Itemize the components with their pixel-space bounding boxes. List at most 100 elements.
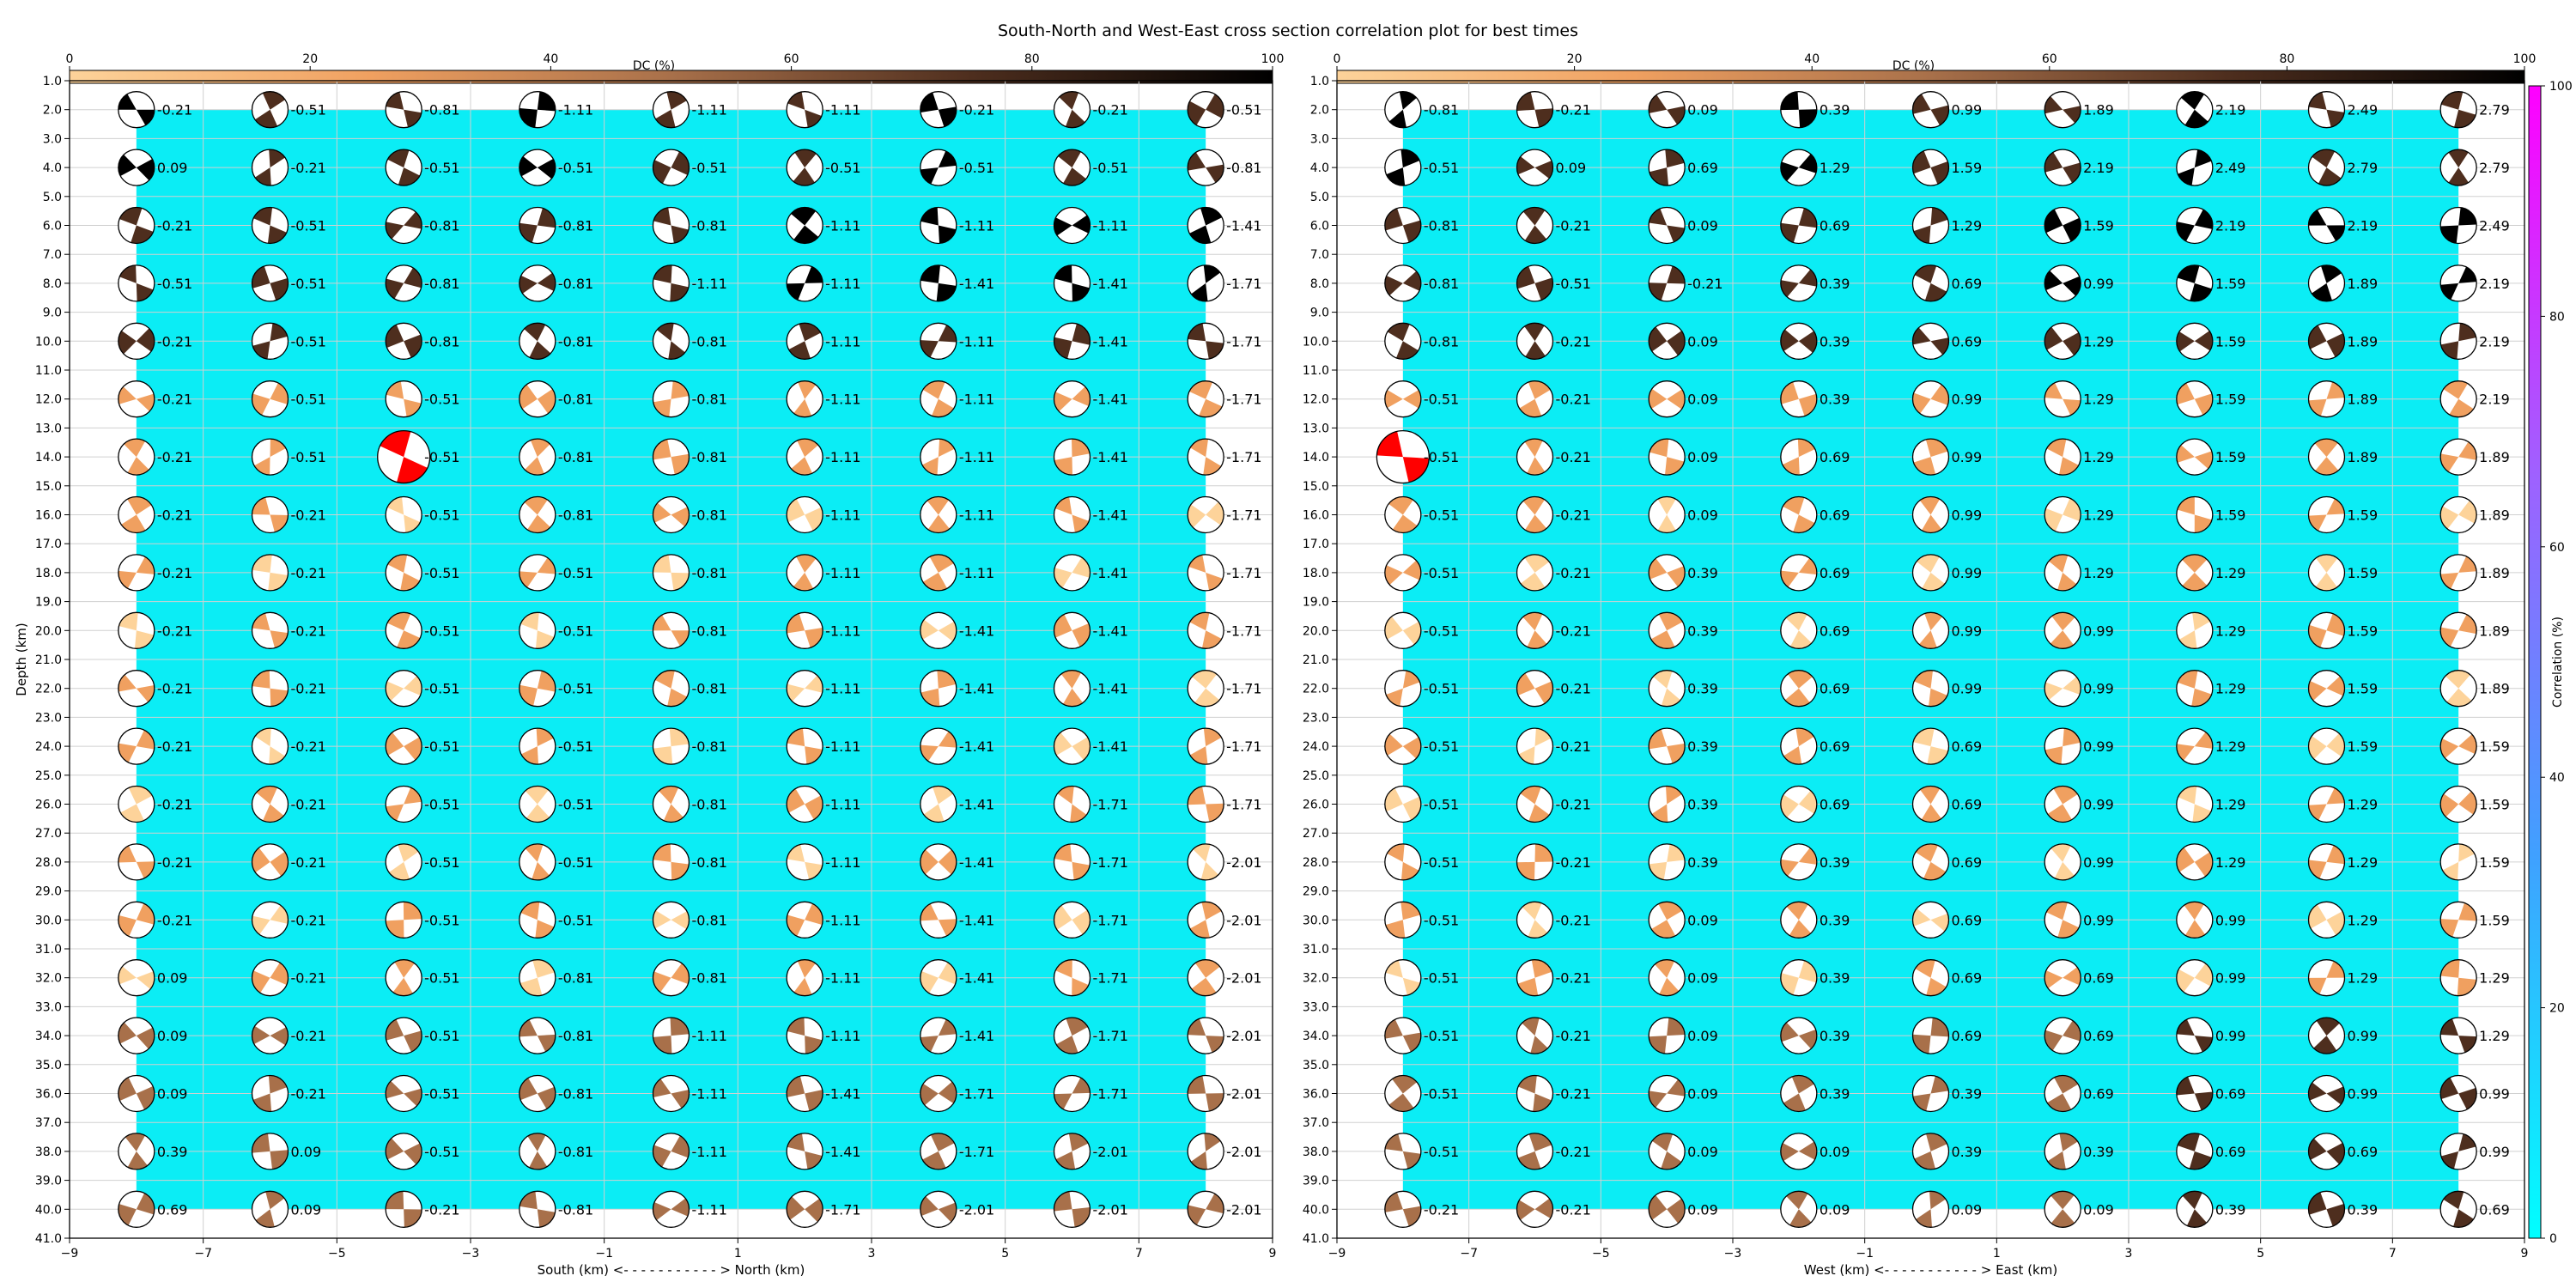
beachball-outline: [1911, 785, 1950, 823]
y-tick-label: 22.0: [35, 683, 62, 696]
beachball-compressional-quadrant: [1386, 688, 1403, 707]
beachball-outline: [385, 1017, 422, 1054]
beachball-compressional-quadrant: [529, 1151, 548, 1170]
beachball-value-label: -1.11: [692, 1201, 727, 1218]
beachball-compressional-quadrant: [519, 571, 538, 588]
beachball: [1780, 264, 1818, 302]
beachball-compressional-quadrant: [524, 323, 546, 342]
beachball-value-label: 1.59: [2479, 912, 2510, 928]
beachball-compressional-quadrant: [1780, 329, 1799, 352]
beachball-value-label: -0.21: [291, 681, 326, 697]
beachball-compressional-quadrant: [524, 496, 548, 515]
beachball-compressional-quadrant: [1388, 1093, 1414, 1112]
beachball: [2176, 206, 2214, 245]
beachball-outline: [786, 495, 823, 534]
beachball-outline: [2307, 438, 2346, 476]
beachball-outline: [652, 149, 690, 186]
beachball-value-label: -0.81: [558, 218, 593, 234]
beachball: [385, 1074, 422, 1113]
beachball-compressional-quadrant: [1782, 457, 1800, 476]
y-tick-label: 35.0: [1303, 1059, 1329, 1072]
beachball-compressional-quadrant: [671, 911, 690, 930]
beachball: [652, 495, 690, 534]
beachball-compressional-quadrant: [2308, 804, 2327, 821]
beachball-value-label: 0.39: [1820, 392, 1850, 408]
y-tick-label: 4.0: [1310, 161, 1329, 175]
beachball: [519, 1074, 556, 1113]
beachball-value-label: -0.81: [692, 854, 727, 871]
beachball: [519, 1190, 556, 1228]
beachball-compressional-quadrant: [671, 861, 690, 880]
beachball-compressional-quadrant: [270, 905, 289, 924]
beachball: [1780, 91, 1818, 129]
beachball-outline: [519, 495, 556, 534]
beachball: [1516, 322, 1554, 360]
beachball-outline: [251, 495, 289, 534]
beachball-value-label: 0.69: [2348, 1144, 2379, 1160]
beachball-value-label: 0.09: [1687, 1201, 1718, 1218]
beachball-value-label: 0.09: [1687, 392, 1718, 408]
beachball-value-label: -0.81: [1424, 276, 1459, 292]
beachball-compressional-quadrant: [1797, 439, 1815, 458]
beachball-outline: [920, 264, 957, 302]
beachball: [2307, 1190, 2346, 1228]
beachball: [1384, 901, 1422, 939]
beachball: [2176, 785, 2214, 823]
y-tick-label: 35.0: [35, 1059, 62, 1072]
beachball: [2439, 554, 2477, 592]
beachball-compressional-quadrant: [519, 222, 538, 243]
x-tick-label: 3: [868, 1247, 876, 1261]
beachball-compressional-quadrant: [791, 457, 813, 476]
beachball-outline: [1648, 554, 1686, 592]
beachball-outline: [1384, 495, 1422, 534]
beachball-value-label: -0.21: [1424, 1201, 1459, 1218]
beachball-compressional-quadrant: [797, 439, 818, 458]
beachball: [251, 554, 289, 592]
beachball-compressional-quadrant: [2308, 514, 2327, 532]
beachball-compressional-quadrant: [2176, 445, 2195, 463]
beachball-compressional-quadrant: [404, 737, 422, 761]
beachball-value-label: 1.59: [2215, 449, 2246, 465]
beachball-compressional-quadrant: [1191, 977, 1217, 996]
beachball-compressional-quadrant: [1798, 331, 1817, 353]
beachball-compressional-quadrant: [1798, 1141, 1817, 1160]
beachball-compressional-quadrant: [2440, 1077, 2459, 1100]
beachball-value-label: 0.99: [1952, 449, 1983, 465]
beachball-compressional-quadrant: [2186, 1209, 2207, 1228]
beachball: [920, 1133, 957, 1170]
beachball-value-label: 0.69: [1820, 565, 1850, 581]
beachball-compressional-quadrant: [2194, 451, 2213, 469]
beachball-value-label: 0.69: [2083, 970, 2114, 987]
beachball: [251, 959, 289, 997]
beachball-compressional-quadrant: [1522, 902, 1542, 920]
beachball-compressional-quadrant: [1072, 1207, 1091, 1228]
beachball-outline: [2044, 91, 2081, 129]
beachball: [2044, 91, 2081, 129]
beachball-compressional-quadrant: [1066, 1018, 1088, 1036]
beachball-compressional-quadrant: [1926, 977, 1947, 996]
beachball: [1780, 727, 1818, 765]
beachball-outline: [1911, 1074, 1950, 1113]
beachball-compressional-quadrant: [669, 728, 690, 747]
beachball-outline: [2044, 785, 2081, 823]
beachball-outline: [2176, 1133, 2214, 1170]
beachball-compressional-quadrant: [127, 457, 149, 476]
beachball-outline: [1187, 785, 1224, 823]
beachball-value-label: -0.21: [291, 160, 326, 176]
beachball-compressional-quadrant: [529, 341, 551, 360]
beachball-compressional-quadrant: [798, 380, 817, 399]
beachball-outline: [1384, 264, 1422, 302]
beachball-compressional-quadrant: [1072, 737, 1091, 761]
beachball-outline: [1780, 727, 1818, 765]
beachball-value-label: -0.21: [1556, 507, 1591, 524]
beachball-outline: [1187, 1190, 1224, 1228]
beachball: [2439, 670, 2477, 708]
beachball-compressional-quadrant: [805, 628, 823, 648]
beachball-value-label: -0.81: [424, 276, 459, 292]
beachball-value-label: -1.71: [1093, 1086, 1128, 1103]
beachball-outline: [786, 1017, 823, 1054]
beachball-compressional-quadrant: [268, 572, 289, 591]
beachball-compressional-quadrant: [2063, 332, 2081, 355]
beachball: [920, 1074, 957, 1113]
beachball: [2176, 1017, 2214, 1054]
